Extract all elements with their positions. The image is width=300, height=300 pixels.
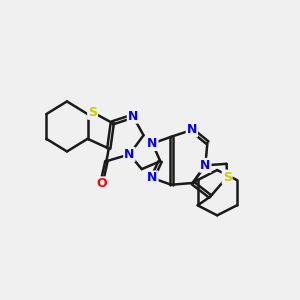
Text: N: N bbox=[200, 159, 211, 172]
Text: N: N bbox=[187, 124, 197, 136]
Text: N: N bbox=[128, 110, 138, 123]
Text: N: N bbox=[147, 137, 158, 150]
Text: N: N bbox=[124, 148, 135, 161]
Text: N: N bbox=[147, 172, 158, 184]
Text: O: O bbox=[96, 177, 107, 190]
Text: S: S bbox=[223, 171, 232, 184]
Text: S: S bbox=[88, 106, 97, 119]
